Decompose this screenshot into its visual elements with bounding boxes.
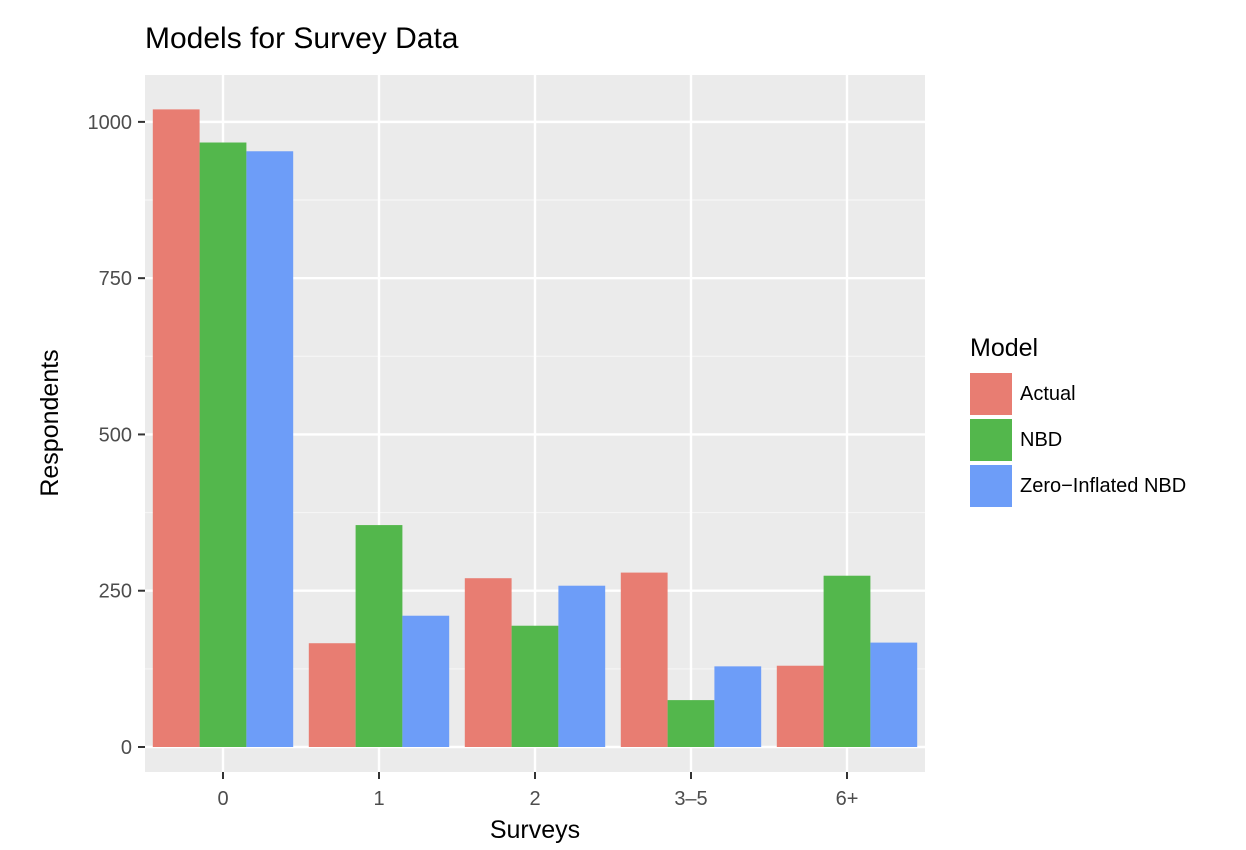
bar-actual — [308, 643, 356, 747]
y-tick-label: 750 — [99, 268, 132, 290]
axes: 0 250 500 750 1000 0 1 2 3–5 6+ — [88, 112, 859, 810]
bar-nbd — [355, 525, 403, 747]
bar-zero-inflated-nbd — [402, 615, 450, 747]
bars — [152, 109, 918, 747]
legend-label-zero-inflated-nbd: Zero−Inflated NBD — [1020, 474, 1187, 497]
legend-label-nbd: NBD — [1020, 428, 1063, 451]
bar-zero-inflated-nbd — [558, 585, 606, 747]
y-tick-label: 0 — [121, 737, 132, 759]
bar-zero-inflated-nbd — [246, 151, 294, 747]
bar-nbd — [199, 142, 247, 747]
x-tick-label: 3–5 — [674, 788, 707, 810]
legend-key-zero-inflated-nbd — [970, 465, 1012, 507]
y-tick-label: 1000 — [88, 112, 133, 134]
x-tick-label: 2 — [529, 788, 540, 810]
chart-title: Models for Survey Data — [145, 22, 459, 55]
y-axis-title: Respondents — [36, 349, 64, 496]
y-tick-label: 500 — [99, 424, 132, 446]
bar-zero-inflated-nbd — [870, 642, 918, 747]
bar-nbd — [667, 700, 715, 747]
legend-title: Model — [970, 334, 1039, 362]
bar-actual — [620, 572, 668, 747]
legend-item-zero-inflated-nbd: Zero−Inflated NBD — [970, 463, 1186, 509]
x-tick-label: 0 — [217, 788, 228, 810]
legend-key-actual — [970, 373, 1012, 415]
legend: Model Actual NBD Zero−Inflated NBD — [970, 334, 1186, 509]
bar-actual — [152, 109, 200, 747]
bar-actual — [464, 578, 512, 747]
x-tick-label: 6+ — [836, 788, 859, 810]
legend-item-actual: Actual — [970, 371, 1186, 417]
y-tick-label: 250 — [99, 581, 132, 603]
bar-nbd — [823, 575, 871, 747]
legend-item-nbd: NBD — [970, 417, 1186, 463]
legend-label-actual: Actual — [1020, 382, 1076, 405]
x-axis-title: Surveys — [490, 816, 580, 844]
bar-nbd — [511, 625, 559, 747]
bar-actual — [776, 665, 824, 747]
x-tick-label: 1 — [373, 788, 384, 810]
legend-key-nbd — [970, 419, 1012, 461]
bar-zero-inflated-nbd — [714, 666, 762, 747]
